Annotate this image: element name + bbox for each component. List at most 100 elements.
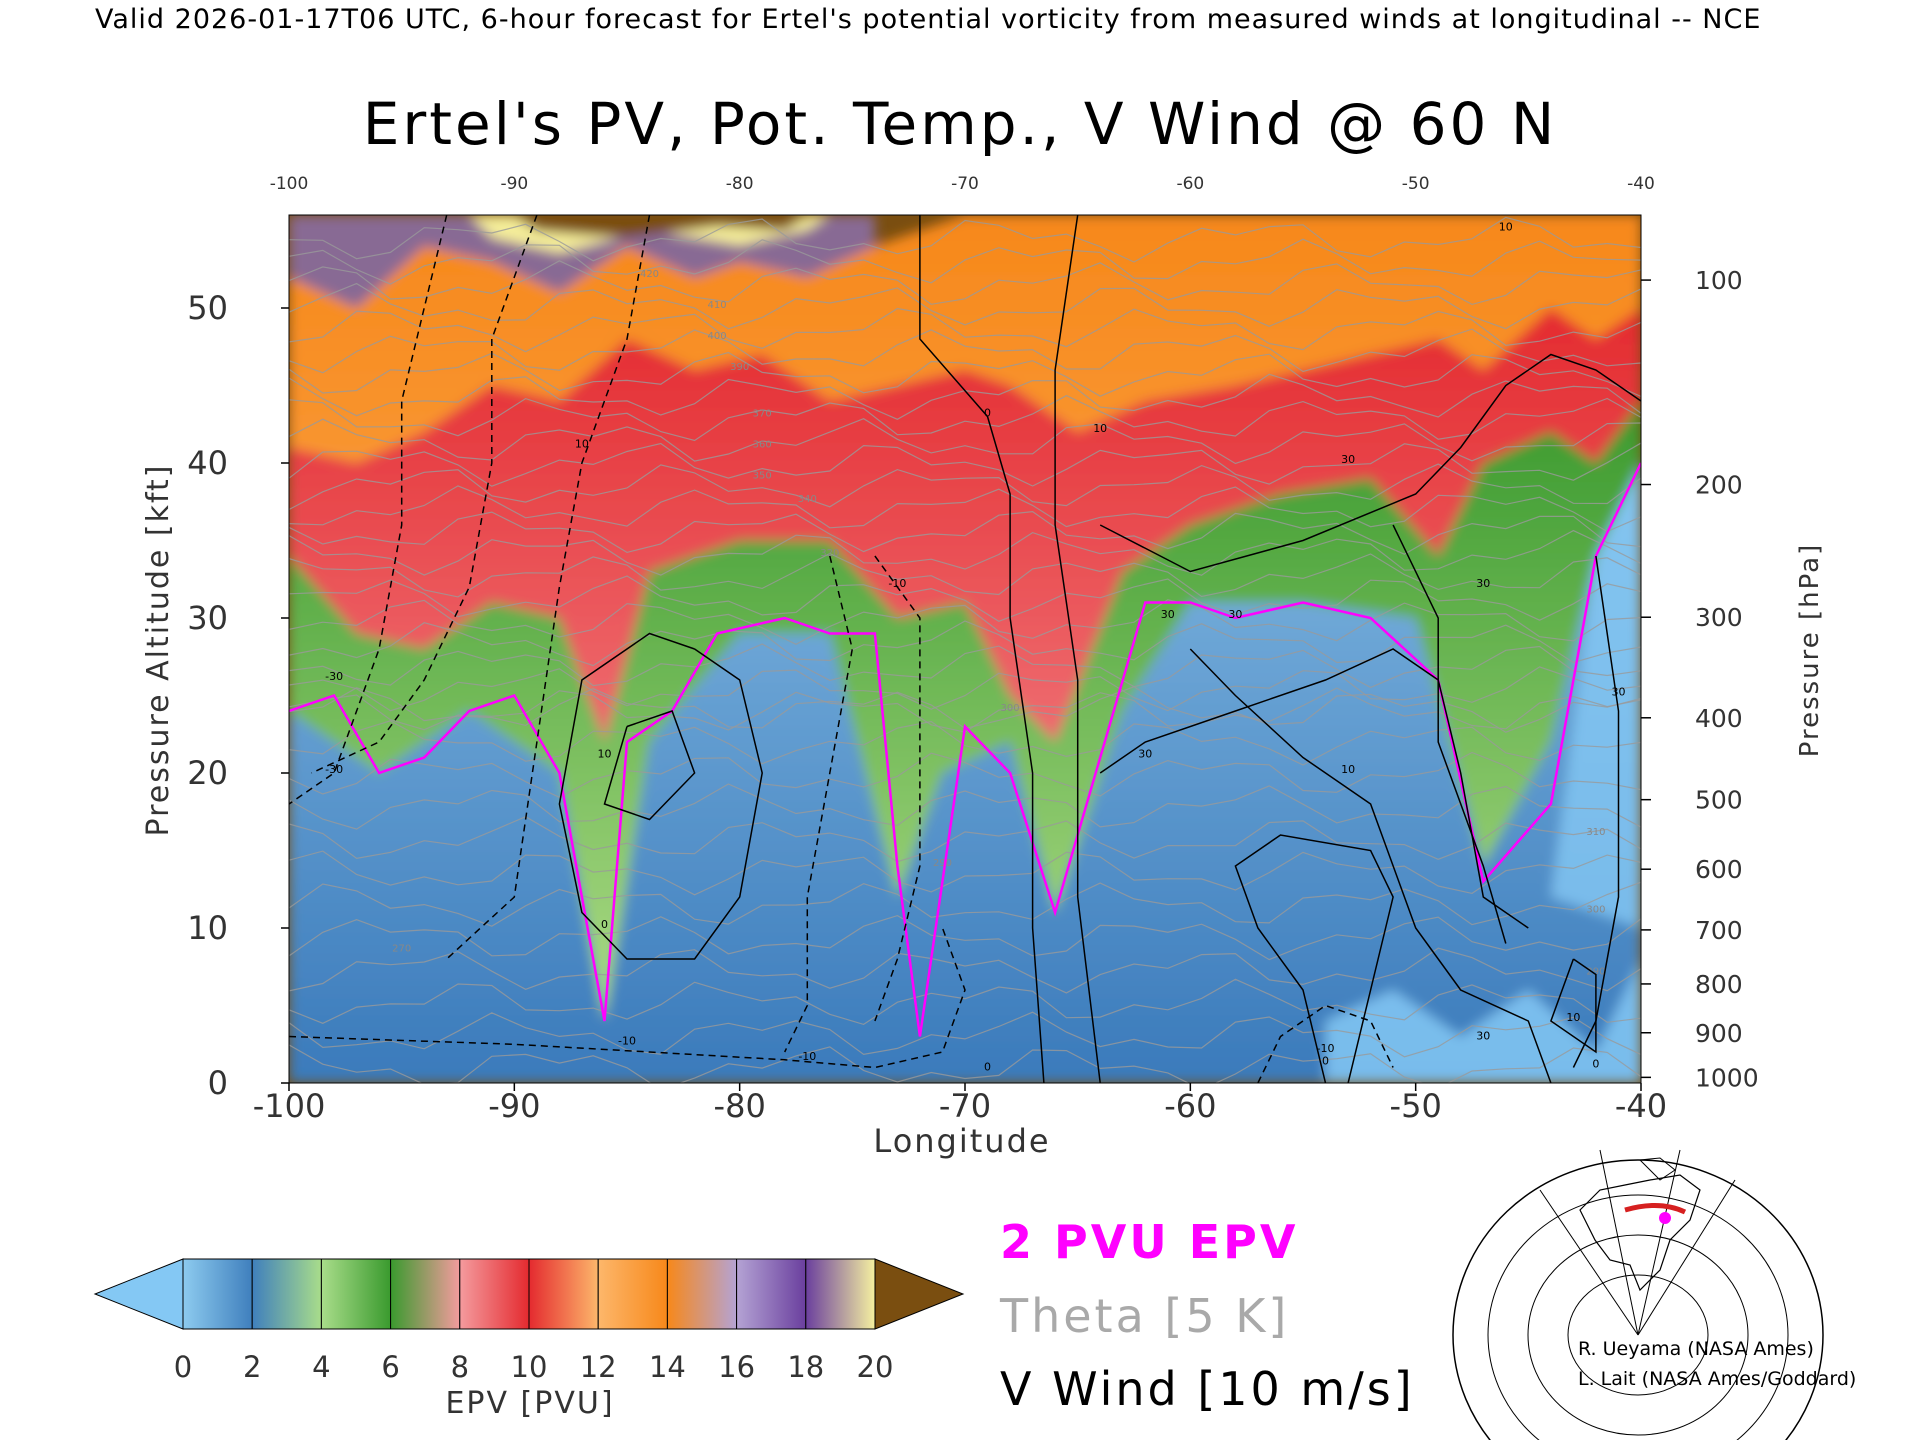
legend-vwind: V Wind [10 m/s] — [1000, 1362, 1415, 1416]
wind-label: -30 — [325, 763, 343, 776]
wind-label: 0 — [1592, 1058, 1599, 1071]
colorbar-tick-label: 20 — [857, 1350, 894, 1384]
theta-label: 300 — [1001, 703, 1020, 714]
axes: -100-100-90-90-80-80-70-70-60-60-50-50-4… — [187, 174, 1758, 1125]
colorbar-tick-label: 2 — [243, 1350, 261, 1384]
wind-label: 10 — [1093, 422, 1107, 435]
theta-label: 340 — [798, 494, 817, 505]
plot-area: 4204104003903703603503403203002902703103… — [289, 215, 1641, 1083]
theta-label: 390 — [730, 362, 749, 373]
x-top-tick-label: -80 — [726, 174, 754, 194]
y-right-tick-label: 600 — [1695, 855, 1743, 884]
colorbar-tick-label: 8 — [451, 1350, 469, 1384]
theta-label: 310 — [1586, 827, 1605, 838]
y-axis-left-label: Pressure Altitude [kft] — [141, 464, 176, 837]
y-tick-label: 40 — [187, 444, 228, 482]
theta-label: 270 — [392, 943, 411, 954]
colorbar-tick-label: 12 — [580, 1350, 617, 1384]
wind-label: 30 — [1341, 453, 1355, 466]
y-right-tick-label: 900 — [1695, 1019, 1743, 1048]
colorbar-segment — [390, 1258, 461, 1330]
wind-label: 30 — [1612, 686, 1626, 699]
wind-label: 10 — [1566, 1011, 1580, 1024]
colorbar-segment — [459, 1258, 530, 1330]
y-tick-label: 20 — [187, 754, 228, 792]
colorbar-tick-label: 14 — [649, 1350, 686, 1384]
x-axis-label: Longitude — [873, 1122, 1050, 1160]
x-tick-label: -80 — [714, 1087, 766, 1125]
wind-label: 10 — [1499, 221, 1513, 234]
x-tick-label: -60 — [1164, 1087, 1216, 1125]
y-tick-label: 30 — [187, 599, 228, 637]
colorbar-tick-label: 4 — [312, 1350, 330, 1384]
x-top-tick-label: -50 — [1402, 174, 1430, 194]
colorbar-tick-label: 10 — [511, 1350, 548, 1384]
y-right-tick-label: 700 — [1695, 916, 1743, 945]
chart-title: Ertel's PV, Pot. Temp., V Wind @ 60 N — [363, 90, 1557, 158]
colorbar-tick-label: 18 — [787, 1350, 824, 1384]
x-tick-label: -100 — [253, 1087, 326, 1125]
tropopause-2pvu-line — [289, 462, 1641, 1037]
wind-label: 10 — [575, 438, 589, 451]
valid-line: Valid 2026-01-17T06 UTC, 6-hour forecast… — [95, 4, 1761, 35]
x-top-tick-label: -90 — [500, 174, 528, 194]
colorbar-segment — [320, 1258, 392, 1330]
theta-contours: 4204104003903703603503403203002902703103… — [289, 216, 1641, 1083]
wind-label: -10 — [888, 577, 906, 590]
colorbar-segment — [666, 1258, 738, 1330]
credit-1: R. Ueyama (NASA Ames) — [1578, 1338, 1814, 1360]
colorbar-under-arrow — [93, 1258, 184, 1330]
colorbar-segment — [528, 1258, 599, 1330]
wind-label: -10 — [618, 1034, 636, 1047]
wind-label: -10 — [798, 1050, 816, 1063]
wind-label: 30 — [1228, 608, 1242, 621]
pv-band-brown — [514, 215, 808, 239]
theta-label: 370 — [753, 409, 772, 420]
y-right-tick-label: 300 — [1695, 603, 1743, 632]
colorbar-tick-label: 6 — [381, 1350, 399, 1384]
y-tick-label: 50 — [187, 289, 228, 327]
wind-label: 0 — [984, 1061, 991, 1074]
theta-label: 300 — [1586, 905, 1605, 916]
theta-label: 290 — [1586, 967, 1605, 978]
legend-2pvu: 2 PVU EPV — [1000, 1215, 1298, 1269]
pv-band-blue — [289, 463, 1641, 1083]
y-right-tick-label: 200 — [1695, 471, 1743, 500]
y-right-tick-label: 500 — [1695, 786, 1743, 815]
credit-2: L. Lait (NASA Ames/Goddard) — [1578, 1368, 1856, 1390]
x-top-tick-label: -70 — [951, 174, 979, 194]
colorbar-segment — [251, 1258, 322, 1330]
wind-label: 30 — [1476, 577, 1490, 590]
theta-label: 360 — [753, 440, 772, 451]
wind-label: 30 — [1138, 748, 1152, 761]
colorbar-segment — [736, 1258, 807, 1330]
wind-label: 0 — [984, 407, 991, 420]
theta-label: 410 — [708, 300, 727, 311]
wind-label: 10 — [1341, 763, 1355, 776]
wind-label: 30 — [1161, 608, 1175, 621]
y-right-tick-label: 1000 — [1695, 1063, 1759, 1092]
colorbar-tick-label: 0 — [174, 1350, 192, 1384]
y-right-tick-label: 800 — [1695, 970, 1743, 999]
wind-label: -10 — [1317, 1042, 1335, 1055]
wind-label: 30 — [1476, 1030, 1490, 1043]
y-tick-label: 10 — [187, 909, 228, 947]
theta-label: 290 — [933, 858, 952, 869]
theta-label: 350 — [753, 471, 772, 482]
wind-label: 0 — [1322, 1054, 1329, 1067]
colorbar-segment — [182, 1258, 253, 1330]
theta-label: 320 — [820, 548, 839, 559]
x-tick-label: -50 — [1390, 1087, 1442, 1125]
colorbar-label: EPV [PVU] — [445, 1386, 614, 1421]
x-top-tick-label: -40 — [1627, 174, 1655, 194]
theta-label: 420 — [640, 269, 659, 280]
colorbar-segment — [597, 1258, 668, 1330]
x-tick-label: -40 — [1615, 1087, 1667, 1125]
y-tick-label: 0 — [208, 1064, 228, 1102]
wind-label: -30 — [325, 670, 343, 683]
x-top-tick-label: -100 — [270, 174, 309, 194]
colorbar-over-arrow — [874, 1258, 965, 1330]
wind-contours: 10 10 0 0 10 30 30 30 30 10 30 30 -30 -30 -10 -10 -10 -10… — [289, 215, 1641, 1083]
colorbar-segment — [805, 1258, 876, 1330]
